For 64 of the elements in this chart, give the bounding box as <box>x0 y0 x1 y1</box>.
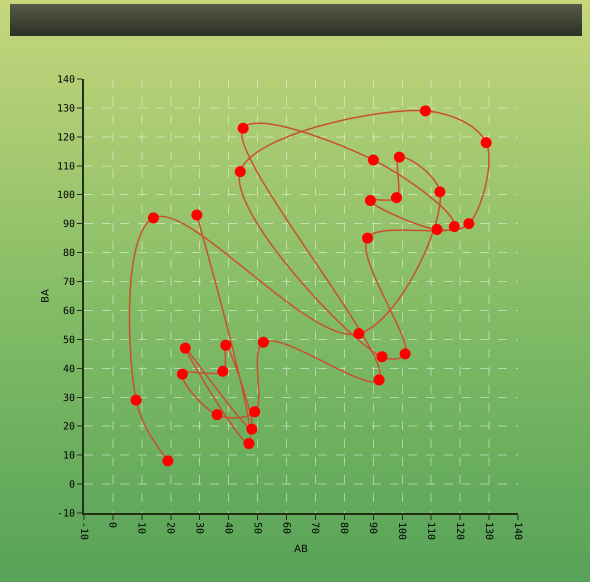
y-tick-label: 30 <box>62 392 75 404</box>
x-tick-label: 110 <box>424 522 436 540</box>
point <box>364 195 376 206</box>
point <box>243 438 254 450</box>
point <box>191 209 202 220</box>
point <box>374 374 385 386</box>
x-tick-label: 60 <box>280 522 292 534</box>
x-tick-label: 50 <box>251 522 262 534</box>
point <box>400 348 411 360</box>
point <box>212 409 223 420</box>
point <box>234 166 246 178</box>
x-tick-label: 30 <box>193 522 204 534</box>
point <box>434 186 446 198</box>
point <box>431 224 442 235</box>
x-axis-title: AB <box>294 544 308 556</box>
x-tick-label: 80 <box>338 522 350 534</box>
y-tick-label: 130 <box>56 103 75 114</box>
point <box>390 192 402 204</box>
y-tick-label: 60 <box>62 306 75 317</box>
point <box>420 105 431 116</box>
point <box>463 218 474 230</box>
point <box>176 368 188 380</box>
point <box>220 340 232 351</box>
y-tick-label: 140 <box>56 74 75 86</box>
point <box>480 137 492 148</box>
point <box>448 221 460 232</box>
x-tick-label: 100 <box>396 522 408 540</box>
point <box>249 406 260 418</box>
x-tick-label: 20 <box>164 522 176 534</box>
y-tick-label: -10 <box>56 508 75 520</box>
point <box>238 122 249 134</box>
y-tick-label: 110 <box>56 161 75 172</box>
point <box>246 424 258 435</box>
x-tick-label: 120 <box>454 522 465 540</box>
y-tick-label: 80 <box>62 248 75 260</box>
y-tick-label: 50 <box>62 334 75 346</box>
x-tick-label: 10 <box>136 522 147 534</box>
point <box>162 455 174 466</box>
y-tick-label: 10 <box>62 450 75 462</box>
point <box>368 154 379 166</box>
y-tick-label: 90 <box>62 219 75 230</box>
y-tick-label: 70 <box>62 277 75 288</box>
point <box>217 366 228 377</box>
point <box>376 351 388 362</box>
x-tick-label: 90 <box>367 522 378 534</box>
point <box>394 152 405 163</box>
y-tick-label: 40 <box>62 364 75 375</box>
x-tick-label: 0 <box>106 522 118 528</box>
x-tick-label: 130 <box>482 522 494 540</box>
y-tick-label: 100 <box>56 190 75 202</box>
point <box>130 394 142 406</box>
y-tick-label: 0 <box>68 480 75 491</box>
point <box>362 232 374 244</box>
point <box>353 328 364 340</box>
x-tick-label: -10 <box>78 522 89 540</box>
point <box>180 342 191 354</box>
point <box>258 336 269 348</box>
y-tick-label: 20 <box>62 422 75 433</box>
x-tick-label: 40 <box>222 522 234 534</box>
point <box>148 212 159 224</box>
y-axis-title: BA <box>40 288 52 303</box>
x-tick-label: 70 <box>309 522 320 534</box>
y-tick-label: 120 <box>56 132 75 144</box>
x-tick-label: 140 <box>512 522 523 540</box>
